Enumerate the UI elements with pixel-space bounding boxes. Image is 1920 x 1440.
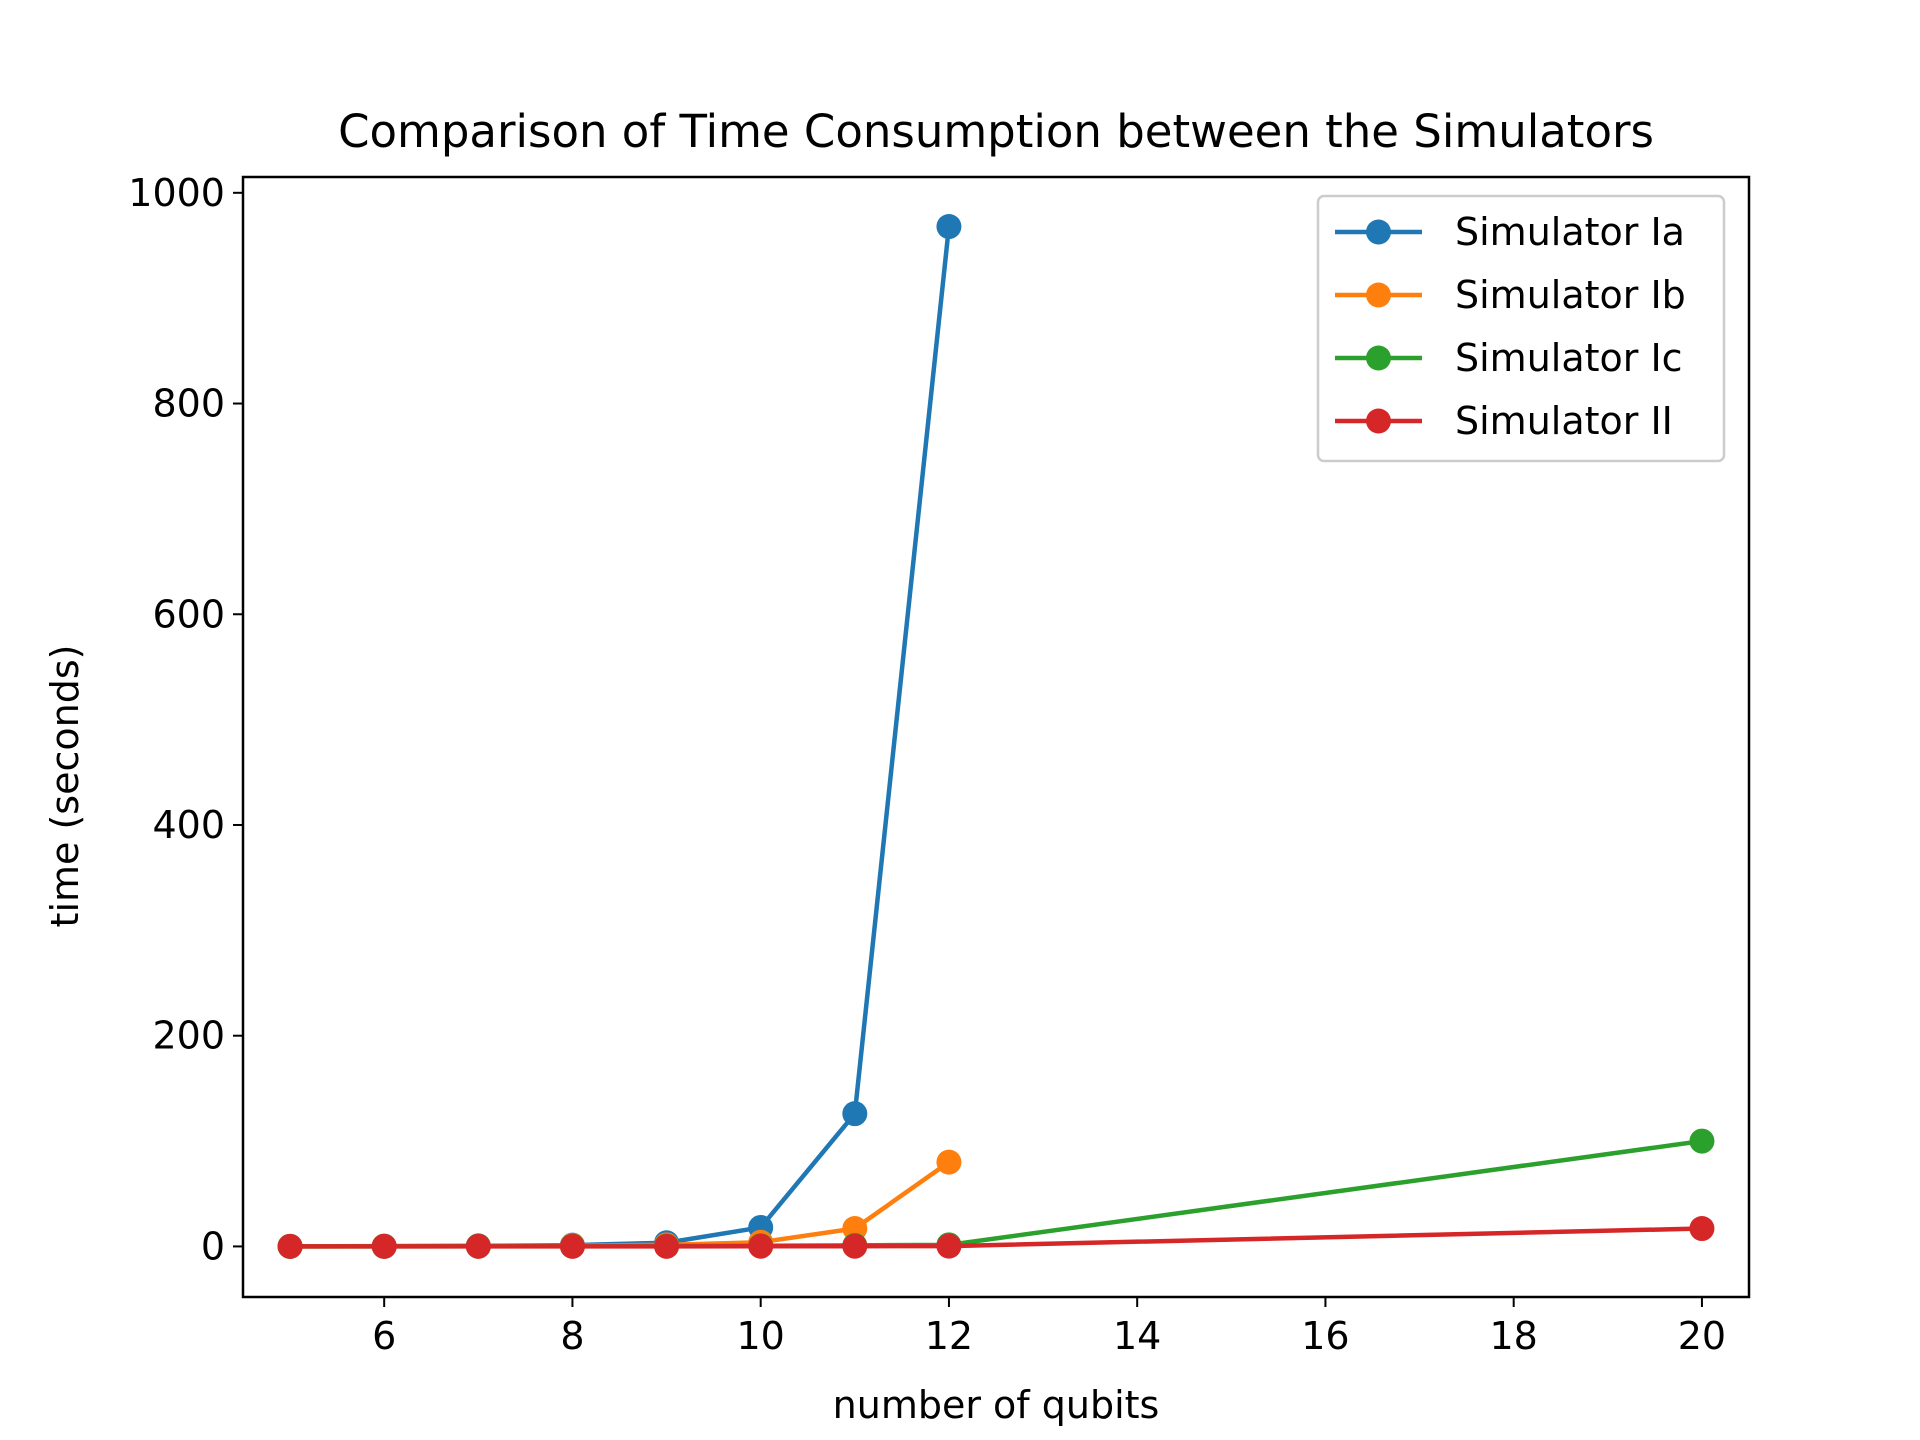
series-line-simulator-ia <box>290 226 952 1249</box>
y-tick-label: 1000 <box>128 171 225 215</box>
data-point-simulator-ia <box>936 214 962 240</box>
data-point-simulator-ii <box>936 1233 962 1259</box>
x-tick-label: 20 <box>1678 1314 1726 1358</box>
series-layer <box>277 214 1715 1259</box>
data-point-simulator-ii <box>371 1233 397 1259</box>
x-tick-label: 6 <box>372 1314 396 1358</box>
data-point-simulator-ii <box>465 1233 491 1259</box>
series-simulator-ia <box>277 214 962 1259</box>
data-point-simulator-ia <box>842 1101 868 1127</box>
series-simulator-ic <box>277 1128 1715 1259</box>
legend-entry: Simulator II <box>1335 399 1673 443</box>
data-point-simulator-ii <box>559 1233 585 1259</box>
series-line-simulator-ic <box>290 1138 1703 1249</box>
legend-label: Simulator Ib <box>1455 273 1686 317</box>
y-tick-label: 0 <box>201 1224 225 1268</box>
y-tick-label: 400 <box>152 803 225 847</box>
data-point-simulator-ib <box>936 1149 962 1175</box>
data-point-simulator-ic <box>1689 1128 1715 1154</box>
y-tick-label: 200 <box>152 1014 225 1058</box>
legend-entry: Simulator Ia <box>1335 210 1685 254</box>
series-simulator-ii <box>277 1216 1715 1259</box>
data-point-simulator-ii <box>277 1233 303 1259</box>
legend-entry: Simulator Ic <box>1335 336 1683 380</box>
x-tick-label: 10 <box>737 1314 785 1358</box>
data-point-simulator-ii <box>748 1233 774 1259</box>
legend-marker <box>1366 345 1391 371</box>
legend-marker <box>1366 282 1391 308</box>
chart-title: Comparison of Time Consumption between t… <box>338 105 1654 158</box>
x-tick-label: 16 <box>1301 1314 1349 1358</box>
x-tick-label: 12 <box>925 1314 973 1358</box>
y-axis-label: time (seconds) <box>43 645 87 928</box>
legend-label: Simulator Ia <box>1455 210 1685 254</box>
x-tick-label: 8 <box>560 1314 584 1358</box>
data-point-simulator-ii <box>842 1233 868 1259</box>
x-tick-label: 18 <box>1490 1314 1538 1358</box>
x-tick-label: 14 <box>1113 1314 1161 1358</box>
data-point-simulator-ii <box>654 1233 680 1259</box>
legend-label: Simulator Ic <box>1455 336 1683 380</box>
legend: Simulator Ia Simulator Ib Simulator Ic Simu… <box>1316 194 1726 463</box>
legend-label: Simulator II <box>1455 399 1673 443</box>
y-tick-label: 600 <box>152 592 225 636</box>
y-tick-label: 800 <box>152 382 225 426</box>
legend-box <box>1316 194 1726 463</box>
data-point-simulator-ii <box>1689 1216 1715 1242</box>
x-axis-label: number of qubits <box>833 1383 1160 1427</box>
plot-frame <box>241 175 1751 1299</box>
legend-marker <box>1366 219 1391 245</box>
legend-marker <box>1366 408 1391 434</box>
legend-entry: Simulator Ib <box>1335 273 1686 317</box>
